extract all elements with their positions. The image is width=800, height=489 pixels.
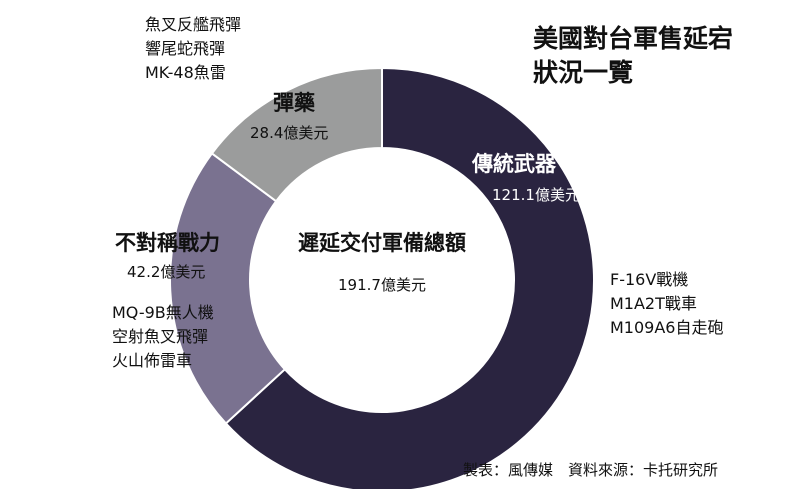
slice-label-ammo: 彈藥 [273, 91, 316, 115]
slice-item-asymmetric-3: 火山佈雷車 [112, 351, 192, 370]
source-credit: 製表：風傳媒 資料來源：卡托研究所 [463, 461, 719, 479]
slice-item-ammo-3: MK-48魚雷 [145, 63, 226, 82]
center-value: 191.7億美元 [338, 276, 426, 294]
slice-conventional [224, 66, 595, 489]
chart-title-line-2: 狀況一覽 [533, 58, 634, 87]
slice-asymmetric [169, 152, 287, 425]
slices-group [169, 66, 595, 489]
slice-label-asymmetric: 不對稱戰力 [115, 231, 220, 255]
slice-item-asymmetric-1: MQ-9B無人機 [112, 303, 214, 322]
slice-ammo [210, 66, 383, 203]
slice-label-conventional: 傳統武器 [471, 152, 557, 176]
chart-title: 美國對台軍售延宕 狀況一覽 [533, 22, 733, 90]
slice-value-ammo: 28.4億美元 [250, 124, 328, 142]
center-label: 遲延交付軍備總額 [298, 231, 466, 255]
slice-item-asymmetric-2: 空射魚叉飛彈 [112, 327, 208, 346]
slice-item-conventional-2: M1A2T戰車 [610, 294, 697, 313]
slice-item-ammo-1: 魚叉反艦飛彈 [145, 15, 241, 34]
slice-value-conventional: 121.1億美元 [492, 186, 580, 204]
slice-item-conventional-3: M109A6自走砲 [610, 318, 723, 337]
chart-title-line-1: 美國對台軍售延宕 [533, 24, 734, 53]
slice-item-conventional-1: F-16V戰機 [610, 270, 688, 289]
slice-item-ammo-2: 響尾蛇飛彈 [145, 39, 225, 58]
slice-value-asymmetric: 42.2億美元 [127, 263, 205, 281]
